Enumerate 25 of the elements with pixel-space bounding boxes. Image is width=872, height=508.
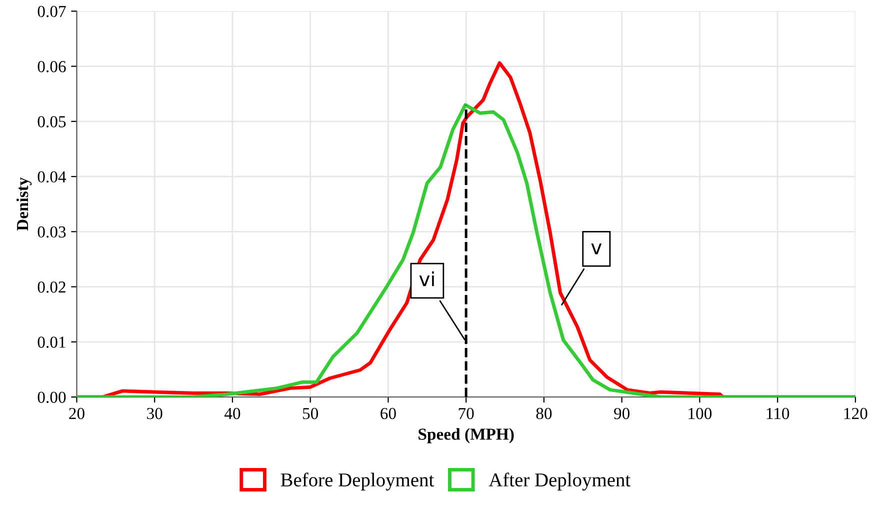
x-tick-label: 120: [844, 408, 868, 420]
x-tick-label: 80: [536, 408, 552, 420]
x-tick-label: 60: [380, 408, 396, 420]
x-tick-label: 20: [69, 408, 84, 420]
y-tick-label: 0.02: [38, 281, 66, 293]
x-axis-title: Speed (MPH): [418, 428, 514, 444]
y-tick-label: 0.07: [38, 6, 66, 18]
x-tick-label: 90: [614, 408, 630, 420]
x-tick-label: 40: [224, 408, 240, 420]
legend-label: After Deployment: [488, 472, 630, 490]
annotation: v: [591, 244, 602, 254]
y-tick-label: 0.03: [38, 226, 66, 238]
x-tick-label: 70: [458, 408, 474, 420]
y-tick-label: 0.04: [38, 171, 66, 183]
y-tick-label: 0.06: [38, 60, 66, 72]
y-tick-label: 0.00: [38, 392, 66, 404]
legend-label: Before Deployment: [280, 472, 434, 490]
x-tick-label: 50: [302, 408, 318, 420]
y-tick-label: 0.01: [38, 336, 66, 348]
annotation: vi: [419, 271, 434, 286]
x-tick-label: 100: [688, 408, 712, 420]
y-tick-label: 0.05: [38, 116, 66, 128]
y-axis-title: Denisty: [16, 177, 32, 231]
x-tick-label: 30: [147, 408, 162, 420]
x-tick-label: 110: [766, 408, 790, 420]
